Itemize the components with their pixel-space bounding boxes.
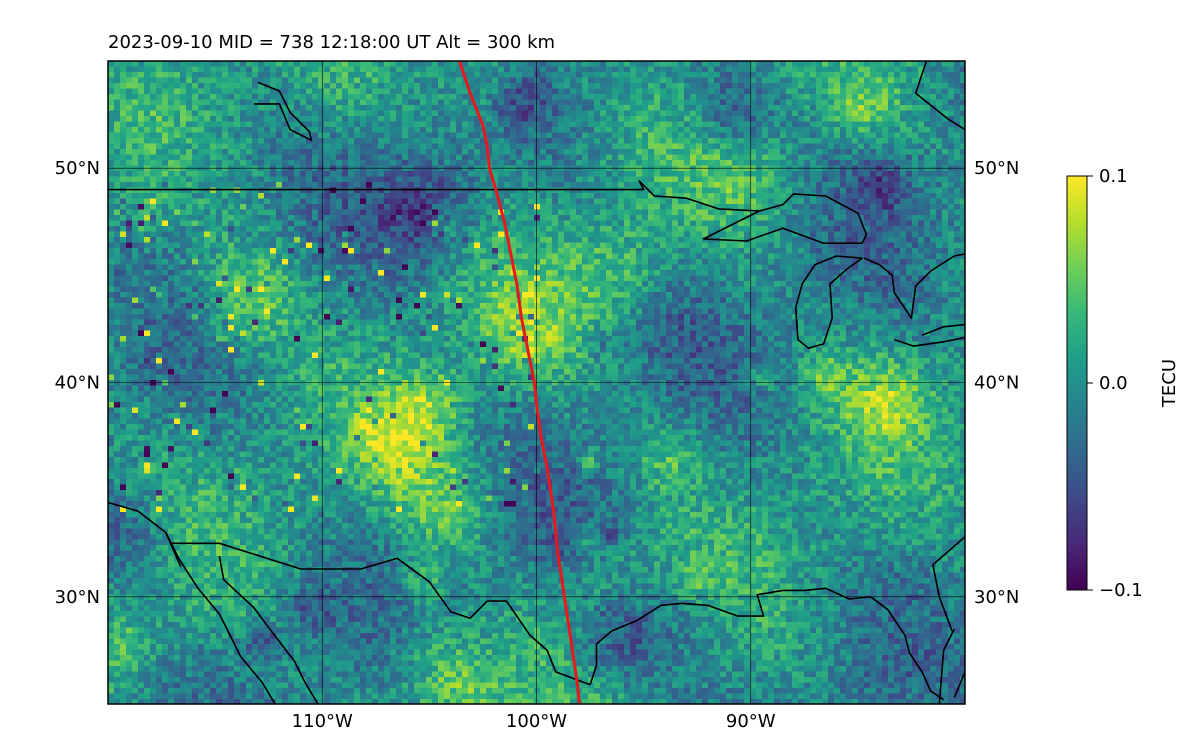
coastline <box>165 532 182 568</box>
graticule <box>108 61 965 704</box>
coastline <box>794 255 863 349</box>
longitude-tick-labels: 110°W 100°W 90°W <box>292 711 776 732</box>
colorbar-label: TECU <box>1159 359 1180 408</box>
colorbar: 0.1 0.0 −0.1 TECU <box>1066 166 1180 601</box>
longitude-label: 100°W <box>506 711 567 732</box>
map-title: 2023-09-10 MID = 738 12:18:00 UT Alt = 3… <box>108 32 555 53</box>
coastline <box>253 81 313 142</box>
ground-track-line <box>457 61 581 704</box>
latitude-label-right: 50°N <box>974 158 1019 179</box>
coastline <box>108 501 276 704</box>
latitude-label-right: 40°N <box>974 373 1019 394</box>
latitude-label-left: 30°N <box>55 587 100 608</box>
latitude-label-left: 50°N <box>55 158 100 179</box>
longitude-label: 90°W <box>726 711 776 732</box>
coastline <box>589 587 945 701</box>
colorbar-tick-label: 0.0 <box>1099 373 1128 394</box>
coastline <box>932 536 965 632</box>
coastline <box>914 61 965 131</box>
coastline <box>108 180 760 212</box>
coastline <box>170 542 591 686</box>
coastline <box>938 628 956 704</box>
latitude-tick-labels: 30°N 30°N 40°N 40°N 50°N 50°N <box>55 158 1020 608</box>
coastlines <box>108 61 965 704</box>
coastline <box>218 555 319 704</box>
latitude-label-left: 40°N <box>55 373 100 394</box>
satellite-track <box>457 61 581 704</box>
latitude-label-right: 30°N <box>974 587 1019 608</box>
coastline <box>921 323 965 337</box>
map-frame <box>107 60 966 705</box>
colorbar-ticks: 0.1 0.0 −0.1 <box>1087 166 1143 601</box>
coastline <box>953 671 965 698</box>
coastline <box>894 336 965 347</box>
map-panel: 110°W 100°W 90°W 30°N 30°N 40°N 40°N 50°N 50°N <box>55 60 1020 732</box>
coastline <box>863 253 965 319</box>
tec-heatmap <box>108 61 965 704</box>
colorbar-tick-label: −0.1 <box>1099 580 1143 601</box>
colorbar-tick-label: 0.1 <box>1099 166 1128 187</box>
colorbar-gradient <box>1066 175 1088 591</box>
longitude-label: 110°W <box>292 711 353 732</box>
coastline <box>702 193 868 244</box>
